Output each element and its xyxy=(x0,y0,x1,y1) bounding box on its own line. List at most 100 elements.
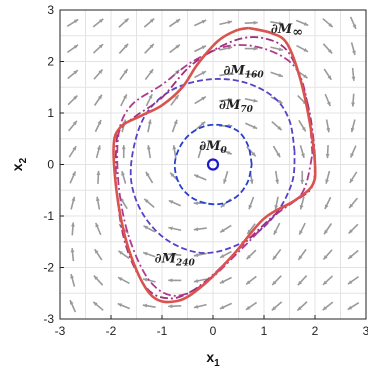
field-arrow xyxy=(194,70,207,79)
field-arrow xyxy=(168,199,182,207)
field-arrow xyxy=(244,97,258,103)
field-arrow xyxy=(142,251,156,258)
field-arrow xyxy=(296,301,308,312)
field-arrow xyxy=(351,93,356,107)
field-arrow xyxy=(272,145,281,158)
field-arrow xyxy=(219,276,232,284)
field-arrow xyxy=(92,301,104,311)
field-arrow xyxy=(67,94,78,106)
field-arrow xyxy=(295,19,309,27)
field-arrow xyxy=(325,170,331,184)
field-arrow xyxy=(244,46,258,51)
field-arrow xyxy=(349,171,358,184)
field-arrow xyxy=(272,248,282,261)
field-arrow xyxy=(323,68,333,81)
field-arrow xyxy=(322,18,334,28)
field-arrow xyxy=(219,224,232,233)
field-arrow xyxy=(121,170,127,184)
field-arrow xyxy=(142,277,156,283)
field-arrow xyxy=(70,196,76,210)
field-arrow xyxy=(93,94,103,106)
field-arrow xyxy=(325,145,330,159)
field-arrow xyxy=(300,170,305,184)
field-arrow xyxy=(66,18,79,27)
field-arrow xyxy=(274,196,279,210)
field-arrow xyxy=(273,222,281,236)
field-arrow xyxy=(299,196,305,210)
level-curve-∞ xyxy=(112,26,317,304)
field-arrow xyxy=(246,249,257,260)
field-arrow xyxy=(69,299,77,313)
field-arrow xyxy=(92,43,104,54)
field-arrow xyxy=(297,275,308,286)
field-arrow xyxy=(348,223,359,235)
grid xyxy=(59,9,367,320)
field-arrow xyxy=(121,145,126,159)
x-tick-label: 3 xyxy=(363,324,368,338)
field-arrow xyxy=(244,122,258,130)
field-arrow xyxy=(271,275,282,286)
field-arrow xyxy=(70,222,75,236)
field-arrow xyxy=(248,196,255,210)
field-arrow xyxy=(245,275,257,286)
field-arrow xyxy=(96,170,101,184)
field-arrow xyxy=(219,46,233,51)
field-arrow xyxy=(120,93,128,107)
field-arrow xyxy=(274,170,280,184)
field-arrow xyxy=(193,174,207,181)
field-arrow xyxy=(144,68,154,81)
field-arrow xyxy=(193,252,207,258)
field-arrow xyxy=(118,43,129,54)
field-arrow xyxy=(350,42,356,56)
field-arrow xyxy=(146,145,152,159)
field-arrow xyxy=(244,20,258,25)
field-arrow xyxy=(194,19,207,27)
y-tick-label: 3 xyxy=(47,3,54,17)
y-tick-label: 0 xyxy=(47,158,54,172)
field-arrow xyxy=(168,278,182,283)
field-arrow xyxy=(145,171,154,184)
field-arrow xyxy=(219,20,233,26)
x-tick-label: 0 xyxy=(210,324,217,338)
field-arrow xyxy=(145,93,153,107)
field-arrow xyxy=(322,249,333,261)
field-arrow xyxy=(347,249,359,260)
field-arrow xyxy=(69,171,77,184)
field-arrow xyxy=(270,71,284,78)
field-arrow xyxy=(298,222,306,236)
field-arrow xyxy=(168,252,182,257)
vector-field xyxy=(66,16,360,313)
curve-label-0: ∂M0 xyxy=(199,139,227,156)
field-arrow xyxy=(223,170,229,184)
x-tick-label: -1 xyxy=(157,324,168,338)
y-tick-label: 1 xyxy=(47,106,54,120)
field-arrow xyxy=(144,43,155,54)
field-arrow xyxy=(270,21,284,26)
field-arrow xyxy=(271,301,283,311)
field-arrow xyxy=(246,223,256,235)
field-arrow xyxy=(324,196,332,210)
y-tick-label: -3 xyxy=(43,312,54,326)
field-arrow xyxy=(347,275,360,285)
level-curve-70 xyxy=(129,78,296,254)
field-arrow xyxy=(347,302,360,311)
field-arrow xyxy=(119,68,129,81)
field-arrow xyxy=(350,119,356,133)
y-tick-label: -1 xyxy=(43,209,54,223)
field-arrow xyxy=(168,226,182,232)
field-arrow xyxy=(193,303,207,309)
y-tick-label: -2 xyxy=(43,261,54,275)
field-arrow xyxy=(219,97,233,102)
field-arrow xyxy=(245,301,258,311)
field-arrow xyxy=(70,248,75,262)
field-arrow xyxy=(193,278,207,283)
field-arrow xyxy=(349,16,357,30)
field-arrow xyxy=(219,250,232,259)
field-arrow xyxy=(271,121,283,131)
field-arrow xyxy=(322,301,334,311)
field-arrow xyxy=(68,145,77,158)
origin-circle xyxy=(206,158,220,171)
field-arrow xyxy=(219,302,232,310)
field-arrow xyxy=(325,119,331,133)
curve-label-240: ∂M240 xyxy=(155,251,196,268)
